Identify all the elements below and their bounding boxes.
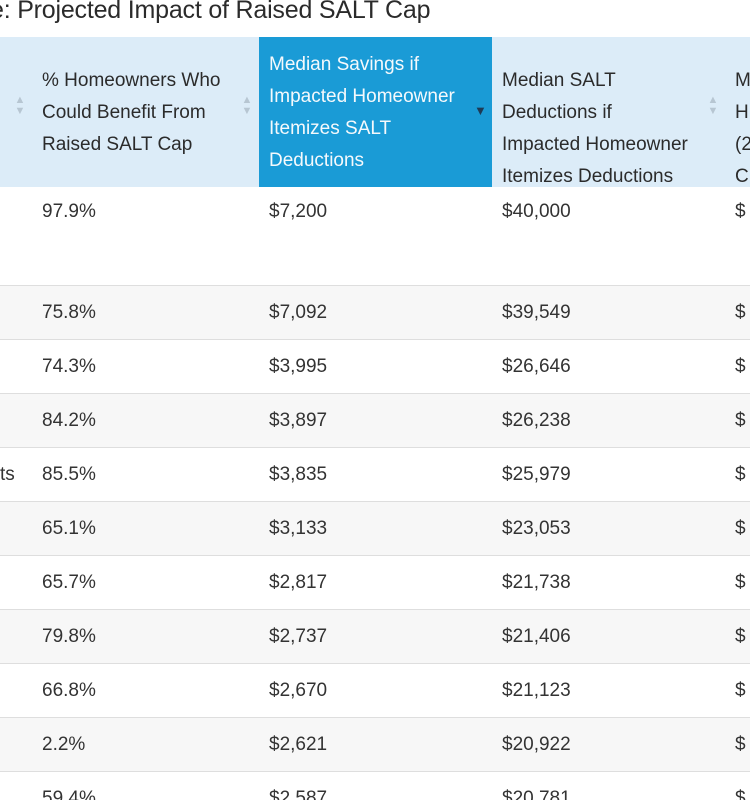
cell-location: ts [0, 447, 32, 502]
cell-median-savings: $2,621 [259, 717, 492, 772]
cell-location [0, 393, 32, 448]
cell-median-deductions: $20,781 [502, 787, 571, 800]
table-row: 65.7% $2,817 $21,738 $ [0, 555, 750, 610]
cell-location [0, 555, 32, 610]
cell-median-deductions: $21,738 [492, 555, 725, 610]
cell-truncated: $ [735, 787, 746, 800]
cell-pct-homeowners: 79.8% [32, 609, 259, 664]
cell-pct-homeowners: 84.2% [32, 393, 259, 448]
cell-median-deductions: $21,406 [492, 609, 725, 664]
table-row: 97.9% $7,200 $40,000 $ [0, 187, 750, 286]
table-row: 74.3% $3,995 $26,646 $ [0, 339, 750, 394]
cell-median-savings: $2,670 [259, 663, 492, 718]
cell-pct-homeowners: 97.9% [32, 187, 259, 286]
column-header-truncated[interactable]: M H (2 C [725, 37, 750, 187]
cell-pct-homeowners: 59.4% [42, 787, 96, 800]
cell-location [0, 339, 32, 394]
table-row: 75.8% $7,092 $39,549 $ [0, 285, 750, 340]
cell-location [0, 772, 32, 800]
cell-median-savings: $7,092 [259, 285, 492, 340]
column-header-label: Median Savings if Impacted Homeowner Ite… [269, 54, 455, 171]
cell-median-savings: $7,200 [259, 187, 492, 286]
cell-location [0, 609, 32, 664]
sort-desc-icon[interactable]: ▼ [474, 103, 487, 118]
cell-median-savings: $3,133 [259, 501, 492, 556]
cell-location [0, 501, 32, 556]
table-row: ts 85.5% $3,835 $25,979 $ [0, 447, 750, 502]
cell-median-deductions: $21,123 [492, 663, 725, 718]
column-header-label: Median SALT Deductions if Impacted Homeo… [502, 70, 688, 187]
cell-median-savings: $3,897 [259, 393, 492, 448]
cell-truncated: $ [725, 501, 750, 556]
cell-median-savings: $2,587 [269, 787, 328, 800]
cell-pct-homeowners: 74.3% [32, 339, 259, 394]
table-body: 97.9% $7,200 $40,000 $75.8% $7,092 $39,549 $74… [0, 187, 750, 800]
cell-pct-homeowners: 65.1% [32, 501, 259, 556]
cell-truncated: $ [725, 555, 750, 610]
column-header-location[interactable]: ▲ ▼ [0, 37, 32, 187]
column-header-label: % Homeowners Who Could Benefit From Rais… [42, 70, 221, 155]
cell-location [0, 285, 32, 340]
table-row: 66.8% $2,670 $21,123 $ [0, 663, 750, 718]
sort-both-icon[interactable]: ▲ ▼ [707, 94, 719, 117]
table-row: 2.2% $2,621 $20,922 $ [0, 717, 750, 772]
column-header-median-deductions[interactable]: Median SALT Deductions if Impacted Homeo… [492, 37, 725, 187]
cell-pct-homeowners: 2.2% [32, 717, 259, 772]
cell-pct-homeowners: 85.5% [32, 447, 259, 502]
cell-pct-homeowners: 65.7% [32, 555, 259, 610]
cell-truncated: $ [725, 663, 750, 718]
cell-median-savings: $3,995 [259, 339, 492, 394]
cell-median-savings: $2,817 [259, 555, 492, 610]
cell-truncated: $ [725, 285, 750, 340]
cell-truncated: $ [725, 187, 750, 286]
cell-median-deductions: $25,979 [492, 447, 725, 502]
column-header-median-savings[interactable]: Median Savings if Impacted Homeowner Ite… [259, 37, 492, 187]
cell-median-deductions: $26,646 [492, 339, 725, 394]
cell-median-deductions: $23,053 [492, 501, 725, 556]
cell-truncated: $ [725, 717, 750, 772]
cell-truncated: $ [725, 339, 750, 394]
cell-truncated: $ [725, 609, 750, 664]
table-row: 79.8% $2,737 $21,406 $ [0, 609, 750, 664]
cell-pct-homeowners: 75.8% [32, 285, 259, 340]
cell-pct-homeowners: 66.8% [32, 663, 259, 718]
table-row: 59.4% $2,587 $20,781 $ [0, 772, 750, 800]
sort-both-icon[interactable]: ▲ ▼ [14, 94, 26, 117]
sort-both-icon[interactable]: ▲ ▼ [241, 94, 253, 117]
salt-cap-table: ▲ ▼ % Homeowners Who Could Benefit From R… [0, 37, 750, 800]
cell-location [0, 663, 32, 718]
cell-median-deductions: $26,238 [492, 393, 725, 448]
cell-median-savings: $2,737 [259, 609, 492, 664]
cell-truncated: $ [725, 447, 750, 502]
header-row: ▲ ▼ % Homeowners Who Could Benefit From R… [0, 37, 750, 187]
cell-location [0, 187, 32, 286]
table-title: e: Projected Impact of Raised SALT Cap [0, 0, 431, 24]
column-header-label: M H (2 C [735, 70, 750, 187]
column-header-pct-homeowners[interactable]: % Homeowners Who Could Benefit From Rais… [32, 37, 259, 187]
cell-location [0, 717, 32, 772]
cell-median-deductions: $20,922 [492, 717, 725, 772]
cell-median-savings: $3,835 [259, 447, 492, 502]
cell-median-deductions: $40,000 [492, 187, 725, 286]
cell-median-deductions: $39,549 [492, 285, 725, 340]
cell-truncated: $ [725, 393, 750, 448]
table-row: 65.1% $3,133 $23,053 $ [0, 501, 750, 556]
table-row: 84.2% $3,897 $26,238 $ [0, 393, 750, 448]
